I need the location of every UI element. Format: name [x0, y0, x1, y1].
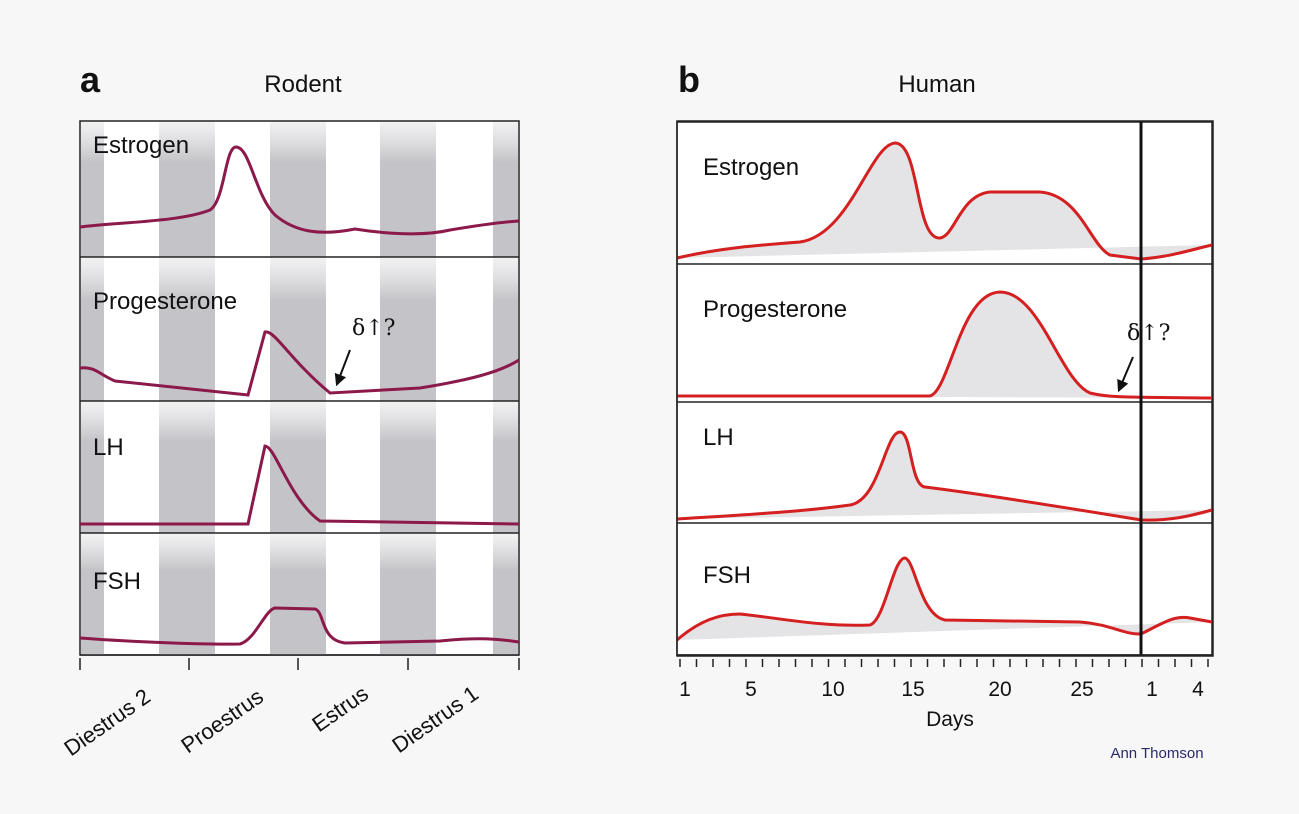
- stage-band: [380, 258, 436, 401]
- estrogen-curve: [676, 141, 1213, 261]
- fsh-curve: [79, 606, 520, 646]
- tick-label: 15: [901, 678, 924, 701]
- stage-band: [81, 402, 104, 533]
- credit: Ann Thomson: [1110, 745, 1203, 762]
- tick-label: 5: [745, 678, 757, 701]
- stage-band: [270, 402, 326, 533]
- tick-label: 1: [1146, 678, 1158, 701]
- panel-title: Human: [898, 71, 975, 98]
- trace-label: FSH: [93, 568, 141, 595]
- stage-band: [159, 402, 215, 533]
- annotation: δ↑?: [352, 316, 395, 341]
- lh-curve: [80, 444, 520, 526]
- tick-label: 25: [1070, 678, 1093, 701]
- axis-label: Days: [926, 708, 974, 731]
- progesterone-curve: [677, 290, 1213, 400]
- trace-label: Estrogen: [93, 132, 189, 159]
- stage-band: [493, 258, 518, 401]
- arrow: [1117, 356, 1134, 393]
- stage-label: Estrus: [307, 681, 372, 737]
- panel-label: a: [80, 59, 101, 100]
- stage-band: [380, 534, 436, 655]
- stage-band: [159, 122, 215, 257]
- trace-label: Estrogen: [703, 154, 799, 181]
- progesterone-curve: [79, 330, 520, 397]
- panel-label: b: [678, 59, 700, 100]
- tick-label: 20: [988, 678, 1011, 701]
- stage-label: Diestrus 2: [59, 684, 154, 761]
- tick-label: 4: [1192, 678, 1204, 701]
- stage-band: [81, 258, 104, 401]
- stage-band: [493, 534, 518, 655]
- stage-band: [493, 402, 518, 533]
- stage-band: [159, 258, 215, 401]
- trace-label: LH: [703, 424, 734, 451]
- day-axis: 1 5 10 15 20 25 1 4: [677, 654, 1212, 701]
- tick-label: 1: [679, 678, 691, 701]
- tick-label: 10: [821, 678, 844, 701]
- trace-label: Progesterone: [703, 296, 847, 323]
- stage-axis: Diestrus 2 Proestrus Estrus Diestrus 1: [59, 658, 520, 761]
- estrogen-curve: [79, 145, 520, 236]
- stage-band: [380, 122, 436, 257]
- trace-label: FSH: [703, 562, 751, 589]
- stage-band: [159, 534, 215, 655]
- stage-band: [380, 402, 436, 533]
- stage-band: [270, 534, 326, 655]
- stage-band: [81, 122, 104, 257]
- stage-label: Proestrus: [176, 684, 267, 758]
- annotation: δ↑?: [1127, 321, 1170, 346]
- arrow: [334, 349, 351, 387]
- stage-label: Diestrus 1: [387, 681, 482, 758]
- stage-band: [81, 534, 104, 655]
- trace-label: Progesterone: [93, 288, 237, 315]
- stage-band: [270, 258, 326, 401]
- stage-band: [270, 122, 326, 257]
- trace-label: LH: [93, 434, 124, 461]
- panel-title: Rodent: [264, 71, 342, 98]
- stage-band: [493, 122, 518, 257]
- panel-frame: [676, 120, 1214, 657]
